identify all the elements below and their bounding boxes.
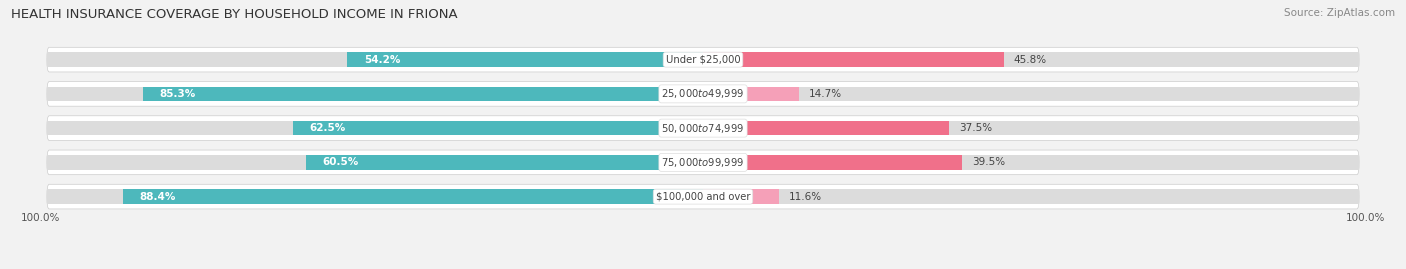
FancyBboxPatch shape	[46, 82, 1360, 106]
Bar	[703, 52, 1004, 67]
Bar	[292, 121, 703, 135]
Bar	[143, 87, 703, 101]
Text: 37.5%: 37.5%	[959, 123, 993, 133]
FancyBboxPatch shape	[46, 47, 1360, 72]
Text: 60.5%: 60.5%	[322, 157, 359, 167]
Bar	[347, 52, 703, 67]
Bar	[703, 155, 962, 169]
Text: Under $25,000: Under $25,000	[665, 55, 741, 65]
Bar	[703, 121, 949, 135]
Text: $100,000 and over: $100,000 and over	[655, 192, 751, 201]
Bar	[703, 189, 1360, 204]
Text: 39.5%: 39.5%	[972, 157, 1005, 167]
Text: HEALTH INSURANCE COVERAGE BY HOUSEHOLD INCOME IN FRIONA: HEALTH INSURANCE COVERAGE BY HOUSEHOLD I…	[11, 8, 458, 21]
Text: 62.5%: 62.5%	[309, 123, 346, 133]
Bar	[703, 189, 779, 204]
Bar	[46, 87, 703, 101]
Text: $25,000 to $49,999: $25,000 to $49,999	[661, 87, 745, 100]
Bar	[703, 52, 1360, 67]
Text: $75,000 to $99,999: $75,000 to $99,999	[661, 156, 745, 169]
Bar	[703, 121, 1360, 135]
Bar	[46, 52, 703, 67]
Text: 11.6%: 11.6%	[789, 192, 823, 201]
Bar	[307, 155, 703, 169]
Text: $50,000 to $74,999: $50,000 to $74,999	[661, 122, 745, 134]
Bar	[46, 155, 703, 169]
Text: 85.3%: 85.3%	[160, 89, 195, 99]
Bar	[703, 87, 1360, 101]
Bar	[46, 189, 703, 204]
Text: 100.0%: 100.0%	[1346, 213, 1385, 223]
FancyBboxPatch shape	[46, 150, 1360, 175]
FancyBboxPatch shape	[46, 184, 1360, 209]
Bar	[122, 189, 703, 204]
Bar	[46, 121, 703, 135]
Text: 54.2%: 54.2%	[364, 55, 401, 65]
Bar	[703, 87, 800, 101]
Text: 100.0%: 100.0%	[21, 213, 60, 223]
Bar	[703, 155, 1360, 169]
Text: Source: ZipAtlas.com: Source: ZipAtlas.com	[1284, 8, 1395, 18]
FancyBboxPatch shape	[46, 116, 1360, 140]
Text: 88.4%: 88.4%	[139, 192, 176, 201]
Text: 45.8%: 45.8%	[1014, 55, 1046, 65]
Text: 14.7%: 14.7%	[810, 89, 842, 99]
